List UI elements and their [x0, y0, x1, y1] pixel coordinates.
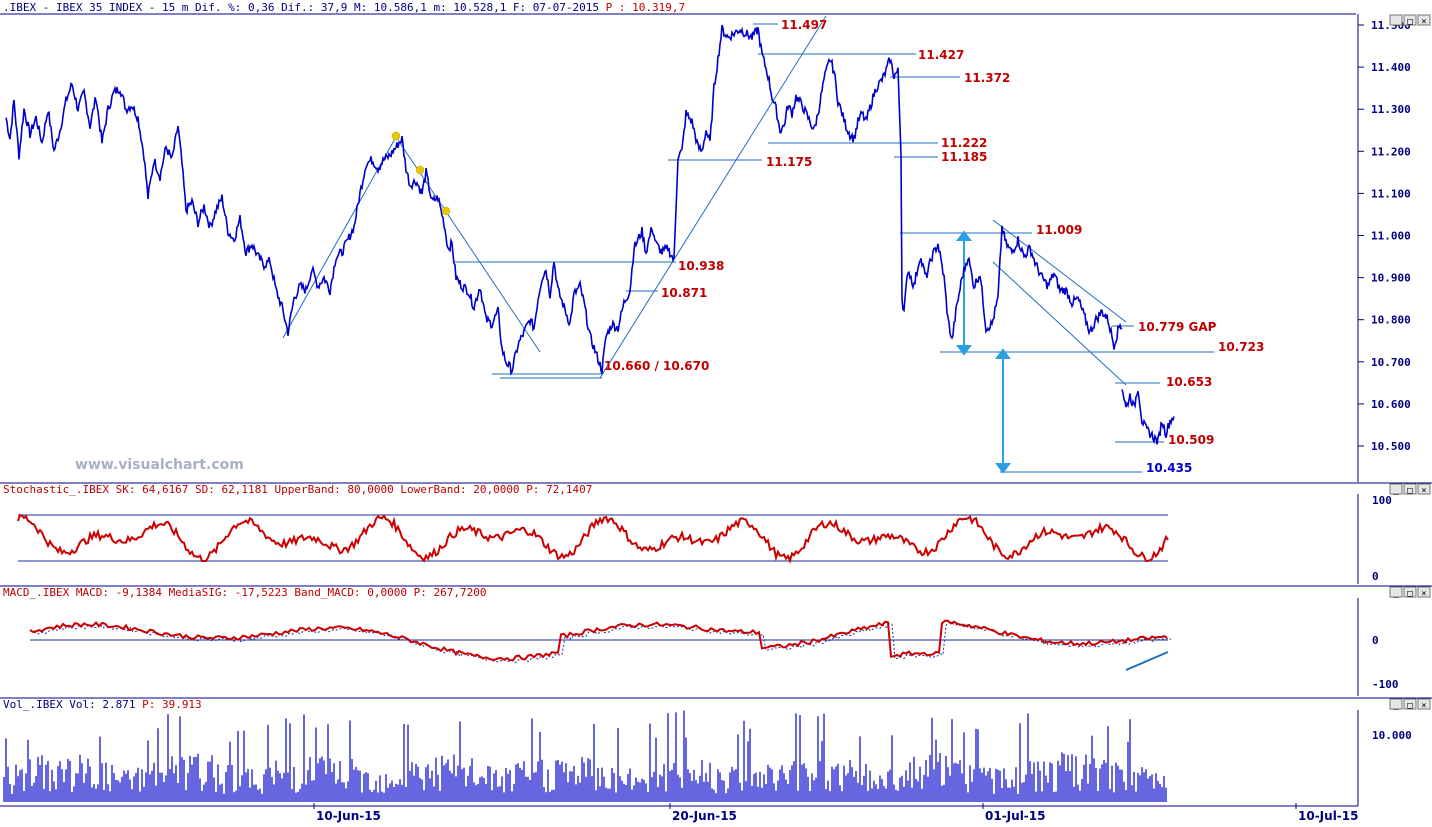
stoch-series [17, 513, 1169, 564]
price-tick-label: 10.500 [1371, 440, 1411, 453]
label-11372: 11.372 [964, 71, 1010, 85]
macd-header: MACD_.IBEX MACD: -9,1384 MediaSIG: -17,5… [3, 586, 486, 599]
label-10435: 10.435 [1146, 461, 1192, 475]
arrow-head-down-1 [956, 345, 972, 356]
trendline-up-2 [599, 15, 827, 379]
price-line [1121, 389, 1175, 445]
date-tick-3: 01-Jul-15 [985, 809, 1045, 823]
label-10871: 10.871 [661, 286, 707, 300]
minimize-icon: _ [1393, 701, 1399, 711]
close-icon: × [1421, 701, 1426, 711]
close-button[interactable] [1417, 14, 1431, 26]
pivot-marker-2 [415, 165, 425, 175]
maximize-icon: □ [1407, 701, 1413, 711]
arrow-head-up-1 [956, 230, 972, 241]
vol-minimize-button[interactable] [1389, 698, 1403, 710]
macd-panel: MACD_.IBEX MACD: -9,1384 MediaSIG: -17,5… [0, 585, 1432, 696]
price-labels: 11.497 11.427 11.372 11.222 11.185 11.17… [604, 18, 1264, 475]
macd-maximize-button[interactable] [1403, 586, 1417, 598]
stoch-maximize-button[interactable] [1403, 483, 1417, 495]
macd-tick-minus100: -100 [1372, 678, 1399, 691]
stoch-tick-100: 100 [1372, 494, 1392, 507]
channel-bottom [992, 261, 1127, 386]
price-tick-label: 10.800 [1371, 314, 1411, 327]
maximize-icon: □ [1407, 17, 1413, 27]
stoch-header: Stochastic_.IBEX SK: 64,6167 SD: 62,1181… [3, 483, 592, 496]
price-tick-label: 11.000 [1371, 230, 1411, 243]
price-series [5, 24, 1175, 445]
minimize-icon: _ [1393, 486, 1399, 496]
price-tick-label: 11.300 [1371, 103, 1411, 116]
stochastic-panel: Stochastic_.IBEX SK: 64,6167 SD: 62,1181… [0, 482, 1432, 584]
pivot-marker-3 [441, 206, 451, 216]
date-axis: 10-Jun-15 20-Jun-15 01-Jul-15 10-Jul-15 [0, 803, 1358, 823]
vol-maximize-button[interactable] [1403, 698, 1417, 710]
price-window-buttons: _ □ × [1389, 14, 1431, 27]
label-10723: 10.723 [1218, 340, 1264, 354]
stoch-close-button[interactable] [1417, 483, 1431, 495]
vol-header: Vol_.IBEX Vol: 2.871 P: 39.913 [3, 698, 202, 711]
vol-close-button[interactable] [1417, 698, 1431, 710]
macd-close-button[interactable] [1417, 586, 1431, 598]
date-tick-2: 20-Jun-15 [672, 809, 737, 823]
price-panel: .IBEX - IBEX 35 INDEX - 15 m Dif. %: 0,3… [0, 1, 1431, 482]
arrow-head-down-2 [995, 463, 1011, 474]
macd-line [29, 619, 1168, 662]
macd-series [29, 619, 1172, 663]
measure-arrows [956, 230, 1011, 474]
pivot-marker-1 [391, 131, 401, 141]
price-line [5, 24, 1123, 376]
date-tick-1: 10-Jun-15 [316, 809, 381, 823]
minimize-icon: _ [1393, 589, 1399, 599]
label-10938: 10.938 [678, 259, 724, 273]
price-tick-label: 10.600 [1371, 398, 1411, 411]
label-11175: 11.175 [766, 155, 812, 169]
arrow-head-up-2 [995, 348, 1011, 359]
maximize-button[interactable] [1403, 14, 1417, 26]
channel-top [992, 219, 1127, 323]
maximize-icon: □ [1407, 486, 1413, 496]
price-tick-label: 10.900 [1371, 272, 1411, 285]
date-tick-4: 10-Jul-15 [1298, 809, 1358, 823]
minimize-button[interactable] [1389, 14, 1403, 26]
macd-tick-0: 0 [1372, 634, 1379, 647]
stoch-tick-0: 0 [1372, 570, 1379, 583]
label-11009: 11.009 [1036, 223, 1082, 237]
close-icon: × [1421, 17, 1426, 27]
label-10509: 10.509 [1168, 433, 1214, 447]
label-11497: 11.497 [781, 18, 827, 32]
macd-divergence-line [1125, 651, 1169, 671]
close-icon: × [1421, 486, 1426, 496]
watermark: www.visualchart.com [75, 457, 244, 473]
price-axis: 11.50011.40011.30011.20011.10011.00010.9… [1358, 19, 1411, 453]
label-10779: 10.779 GAP [1138, 320, 1217, 334]
maximize-icon: □ [1407, 589, 1413, 599]
label-10653: 10.653 [1166, 375, 1212, 389]
minimize-icon: _ [1393, 17, 1399, 27]
label-11222: 11.222 [941, 136, 987, 150]
price-tick-label: 11.100 [1371, 187, 1411, 200]
price-tick-label: 10.700 [1371, 356, 1411, 369]
price-tick-label: 11.400 [1371, 61, 1411, 74]
label-10660: 10.660 / 10.670 [604, 359, 709, 373]
stoch-line [17, 513, 1169, 564]
pivot-markers [391, 131, 451, 216]
label-11185: 11.185 [941, 150, 987, 164]
label-11427: 11.427 [918, 48, 964, 62]
stoch-minimize-button[interactable] [1389, 483, 1403, 495]
close-icon: × [1421, 589, 1426, 599]
volume-panel: Vol_.IBEX Vol: 2.871 P: 39.913 10.000 _ … [0, 697, 1432, 806]
volume-bars [3, 710, 1167, 802]
vol-tick-10000: 10.000 [1372, 729, 1412, 742]
macd-minimize-button[interactable] [1389, 586, 1403, 598]
price-tick-label: 11.200 [1371, 145, 1411, 158]
price-header: .IBEX - IBEX 35 INDEX - 15 m Dif. %: 0,3… [3, 1, 685, 14]
